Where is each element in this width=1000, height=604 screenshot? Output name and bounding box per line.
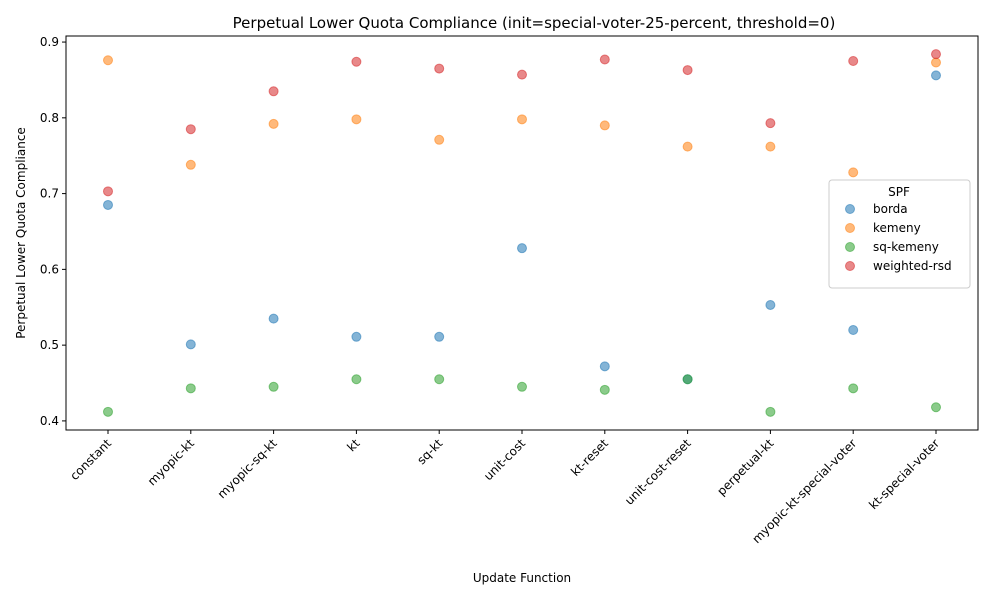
x-axis: constant myopic-kt myopic-sq-kt kt sq-kt unit… bbox=[67, 430, 942, 546]
point-borda bbox=[931, 70, 941, 81]
point-kemeny bbox=[103, 55, 113, 66]
x-tick-label: kt-special-voter bbox=[866, 436, 942, 512]
legend: SPF borda kemeny sq-kemeny weighted-rsd bbox=[828, 179, 971, 289]
point-weighted-rsd bbox=[682, 65, 693, 76]
point-weighted-rsd bbox=[185, 124, 196, 135]
point-borda bbox=[517, 243, 527, 254]
legend-label-weighted-rsd: weighted-rsd bbox=[873, 259, 952, 273]
x-tick-label: unit-cost-reset bbox=[622, 436, 694, 508]
legend-label-sq-kemeny: sq-kemeny bbox=[873, 240, 939, 254]
point-borda bbox=[848, 324, 859, 335]
point-borda bbox=[351, 331, 362, 342]
point-borda bbox=[599, 361, 610, 372]
point-sq-kemeny bbox=[103, 406, 113, 417]
point-weighted-rsd bbox=[103, 186, 113, 197]
point-weighted-rsd bbox=[517, 69, 527, 80]
x-tick-label: kt bbox=[344, 436, 362, 454]
point-weighted-rsd bbox=[434, 63, 445, 74]
point-kemeny bbox=[931, 57, 941, 68]
chart-title: Perpetual Lower Quota Compliance (init=s… bbox=[233, 14, 836, 32]
x-tick-label: myopic-sq-kt bbox=[215, 436, 280, 501]
x-tick-label: unit-cost bbox=[481, 436, 528, 483]
point-weighted-rsd bbox=[268, 86, 279, 97]
point-weighted-rsd bbox=[765, 118, 776, 129]
data-points bbox=[103, 49, 941, 417]
legend-marker-kemeny bbox=[845, 223, 855, 233]
point-sq-kemeny bbox=[517, 381, 527, 392]
point-kemeny bbox=[434, 134, 445, 145]
legend-items: borda kemeny sq-kemeny weighted-rsd bbox=[845, 202, 952, 273]
point-borda bbox=[434, 331, 445, 342]
point-sq-kemeny bbox=[931, 402, 941, 413]
point-weighted-rsd bbox=[931, 49, 941, 60]
point-kemeny bbox=[351, 114, 362, 125]
point-weighted-rsd bbox=[599, 54, 610, 65]
point-borda bbox=[268, 313, 279, 324]
y-axis: 0.4 0.5 0.6 0.7 0.8 0.9 bbox=[40, 35, 66, 428]
point-kemeny bbox=[517, 114, 527, 125]
point-kemeny bbox=[599, 120, 610, 131]
x-tick-label: perpetual-kt bbox=[714, 436, 776, 498]
y-tick-label: 0.6 bbox=[40, 262, 59, 276]
point-kemeny bbox=[848, 167, 859, 178]
y-tick-label: 0.7 bbox=[40, 187, 59, 201]
point-kemeny bbox=[682, 141, 693, 152]
point-weighted-rsd bbox=[351, 56, 362, 67]
legend-title: SPF bbox=[888, 185, 910, 199]
point-sq-kemeny bbox=[185, 383, 196, 394]
y-tick-label: 0.4 bbox=[40, 414, 59, 428]
y-axis-label: Perpetual Lower Quota Compliance bbox=[14, 127, 28, 339]
point-borda bbox=[185, 339, 196, 350]
x-axis-label: Update Function bbox=[473, 571, 571, 585]
point-kemeny bbox=[268, 118, 279, 129]
point-kemeny bbox=[185, 159, 196, 170]
x-tick-label: myopic-kt bbox=[145, 436, 197, 488]
legend-marker-sq-kemeny bbox=[845, 242, 855, 252]
point-sq-kemeny bbox=[434, 374, 445, 385]
legend-label-kemeny: kemeny bbox=[873, 221, 921, 235]
y-tick-label: 0.5 bbox=[40, 338, 59, 352]
legend-label-borda: borda bbox=[873, 202, 908, 216]
point-sq-kemeny bbox=[599, 384, 610, 395]
x-tick-label: sq-kt bbox=[414, 436, 445, 467]
point-sq-kemeny bbox=[765, 406, 776, 417]
point-borda bbox=[765, 299, 776, 310]
x-tick-label: constant bbox=[67, 436, 114, 483]
point-kemeny bbox=[765, 141, 776, 152]
point-borda bbox=[103, 199, 113, 210]
point-weighted-rsd bbox=[848, 56, 859, 67]
y-tick-label: 0.9 bbox=[40, 35, 59, 49]
point-sq-kemeny bbox=[682, 374, 693, 385]
legend-marker-borda bbox=[845, 204, 855, 214]
legend-marker-weighted-rsd bbox=[845, 261, 855, 271]
point-sq-kemeny bbox=[268, 381, 279, 392]
point-sq-kemeny bbox=[848, 383, 859, 394]
x-tick-label: kt-reset bbox=[568, 436, 611, 479]
legend-box bbox=[828, 179, 971, 289]
point-sq-kemeny bbox=[351, 374, 362, 385]
y-tick-label: 0.8 bbox=[40, 111, 59, 125]
